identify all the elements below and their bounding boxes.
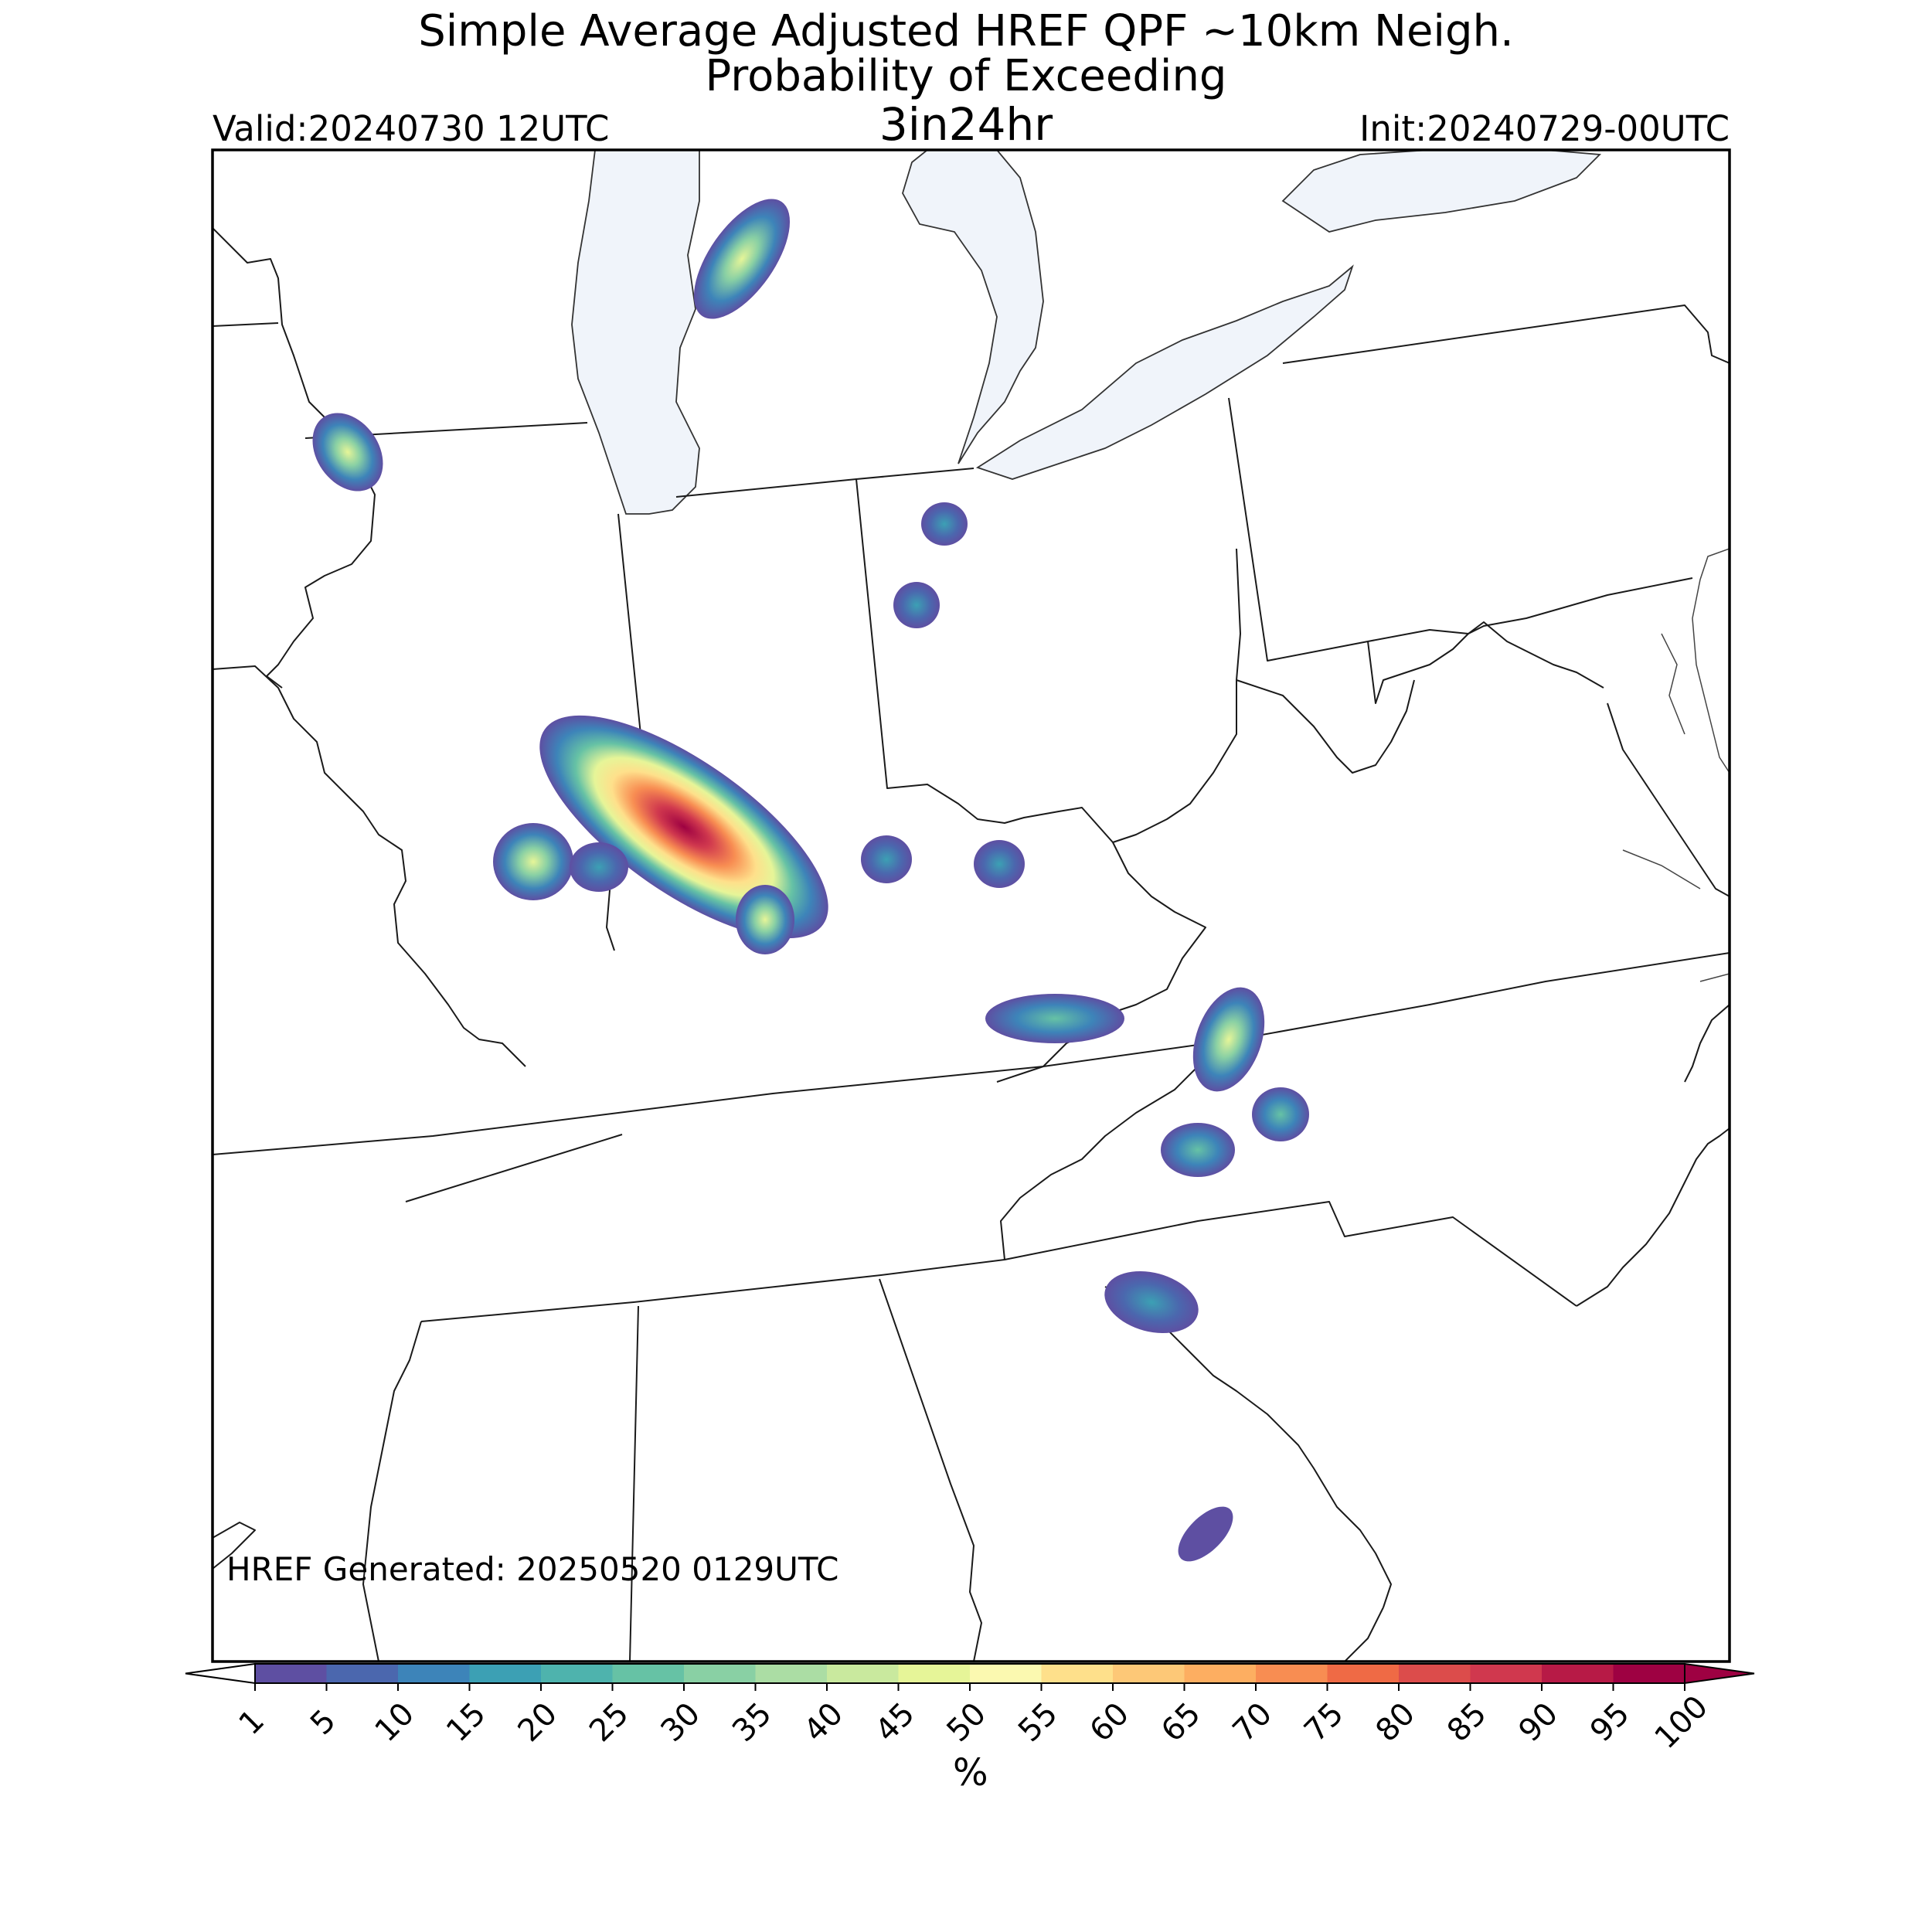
colorbar-segment: [255, 1664, 327, 1683]
colorbar-segment: [1113, 1664, 1185, 1683]
colorbar: 1 5 10 15 20 25 30 35 40 45 50 55 60 65 70 75 80 85 90 95 10…: [185, 1662, 1755, 1757]
lake-ontario: [1281, 150, 1602, 233]
blob-illinois-small: [570, 842, 628, 892]
chesapeake-coast: [1622, 548, 1730, 982]
blob-virginia-sw: [1192, 987, 1265, 1092]
title-line-1: Simple Average Adjusted HREF QPF ~10km N…: [418, 6, 1514, 56]
colorbar-segment: [1327, 1664, 1400, 1683]
blob-nc-a: [1252, 1087, 1309, 1141]
blob-nc-b: [1161, 1123, 1235, 1177]
colorbar-segment: [541, 1664, 613, 1683]
colorbar-under-arrow: [185, 1662, 256, 1685]
colorbar-segment: [1399, 1664, 1471, 1683]
blob-il-wi: [312, 413, 383, 492]
colorbar-tick-label: 90: [1512, 1696, 1566, 1750]
probability-field: [312, 199, 1309, 1562]
colorbar-tick-label: 100: [1648, 1689, 1716, 1757]
blob-sc-west: [1104, 1270, 1199, 1334]
blob-indiana-main: [539, 715, 828, 939]
lake-huron: [902, 150, 1044, 464]
colorbar-tick-label: 55: [1012, 1696, 1065, 1750]
colorbar-tick-label: 95: [1583, 1696, 1637, 1750]
colorbar-tick-label: 70: [1226, 1696, 1280, 1750]
colorbar-segment: [898, 1664, 971, 1683]
valid-time-label: Valid:20240730 12UTC: [213, 108, 610, 149]
colorbar-tick-label: 80: [1369, 1696, 1423, 1750]
colorbar-tick-label: 40: [798, 1696, 851, 1750]
colorbar-tick-label: 5: [304, 1703, 343, 1743]
colorbar-segment: [1184, 1664, 1257, 1683]
colorbar-tick-label: 65: [1155, 1696, 1208, 1750]
colorbar-segment: [326, 1664, 399, 1683]
state-boundaries: [213, 227, 1730, 1662]
colorbar-tick-label: 15: [440, 1696, 493, 1750]
colorbar-segment: [1041, 1664, 1114, 1683]
colorbar-tick-label: 85: [1440, 1696, 1494, 1750]
lake-erie: [975, 264, 1354, 480]
init-time-label: Init:20240729-00UTC: [1359, 108, 1730, 149]
colorbar-segment: [398, 1664, 470, 1683]
title-line-2: Probability of Exceeding: [705, 51, 1227, 101]
colorbar-segment: [827, 1664, 899, 1683]
blob-indiana-tail: [736, 885, 794, 954]
map-frame: [211, 148, 1731, 1663]
colorbar-over-arrow: [1684, 1662, 1755, 1685]
colorbar-segment: [755, 1664, 828, 1683]
colorbar-segment: [1542, 1664, 1614, 1683]
blob-kentucky-north-b: [974, 840, 1025, 888]
blob-lake-michigan-shore: [693, 199, 791, 319]
blob-kentucky-north-a: [861, 835, 912, 883]
colorbar-segment: [469, 1664, 542, 1683]
colorbar-segment: [684, 1664, 756, 1683]
blob-western-illinois: [493, 823, 573, 900]
colorbar-segment: [1613, 1664, 1685, 1683]
colorbar-tick-label: 25: [583, 1696, 636, 1750]
colorbar-segment: [1256, 1664, 1328, 1683]
colorbar-tick-label: 35: [726, 1696, 779, 1750]
colorbar-tick-label: 75: [1298, 1696, 1351, 1750]
colorbar-tick-label: 45: [869, 1696, 922, 1750]
colorbar-tick-label: 50: [940, 1696, 994, 1750]
colorbar-unit-label: %: [953, 1751, 988, 1794]
colorbar-tick-label: 10: [369, 1696, 422, 1750]
blob-sc-south: [1178, 1506, 1233, 1562]
blob-kentucky-east: [985, 994, 1124, 1043]
colorbar-segment: [970, 1664, 1042, 1683]
colorbar-tick-label: 60: [1083, 1696, 1137, 1750]
title-line-3: 3in24hr: [879, 98, 1053, 151]
colorbar-tick-label: 30: [655, 1696, 708, 1750]
colorbar-tick-label: 20: [512, 1696, 565, 1750]
colorbar-segment: [612, 1664, 685, 1683]
generated-label: HREF Generated: 20250520 0129UTC: [226, 1550, 839, 1588]
lake-michigan: [571, 150, 700, 515]
blob-indiana-north: [921, 502, 968, 546]
great-lakes: [571, 150, 1602, 515]
colorbar-tick-label: 1: [233, 1703, 272, 1743]
colorbar-segment: [1470, 1664, 1543, 1683]
blob-indiana-central: [893, 582, 940, 628]
